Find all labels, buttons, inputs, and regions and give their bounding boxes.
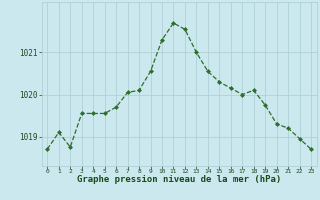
X-axis label: Graphe pression niveau de la mer (hPa): Graphe pression niveau de la mer (hPa) (77, 175, 281, 184)
